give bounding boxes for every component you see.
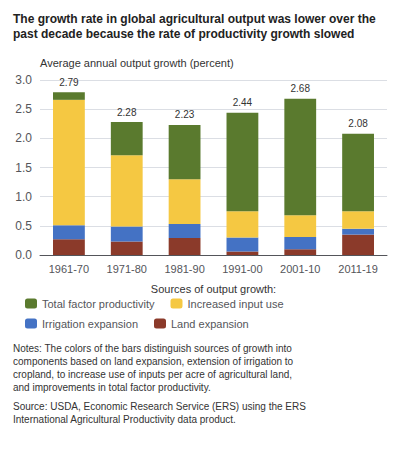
svg-text:2.68: 2.68 bbox=[291, 83, 311, 94]
svg-text:Irrigation expansion: Irrigation expansion bbox=[42, 318, 138, 330]
svg-text:1991-00: 1991-00 bbox=[222, 263, 262, 275]
svg-text:2.08: 2.08 bbox=[348, 118, 368, 129]
svg-text:Average annual output growth (: Average annual output growth (percent) bbox=[40, 57, 234, 69]
svg-text:Source: USDA, Economic Researc: Source: USDA, Economic Research Service … bbox=[13, 401, 309, 412]
svg-text:1981-90: 1981-90 bbox=[164, 263, 204, 275]
svg-text:International Agricultural Pro: International Agricultural Productivity … bbox=[13, 414, 236, 425]
svg-text:1971-80: 1971-80 bbox=[107, 263, 147, 275]
svg-text:2001-10: 2001-10 bbox=[280, 263, 320, 275]
svg-text:The growth rate in global agri: The growth rate in global agricultural o… bbox=[13, 12, 379, 26]
svg-text:cropland, to increase use of i: cropland, to increase use of inputs per … bbox=[13, 369, 295, 380]
svg-text:past decade because the rate o: past decade because the rate of producti… bbox=[13, 27, 354, 41]
svg-text:1.5: 1.5 bbox=[15, 161, 32, 175]
svg-text:2.44: 2.44 bbox=[233, 97, 253, 108]
svg-text:2.5: 2.5 bbox=[15, 102, 32, 116]
svg-text:0.5: 0.5 bbox=[15, 219, 32, 233]
svg-text:1.0: 1.0 bbox=[15, 190, 32, 204]
svg-text:2.23: 2.23 bbox=[175, 109, 195, 120]
svg-text:Increased input use: Increased input use bbox=[187, 298, 283, 310]
svg-text:2011-19: 2011-19 bbox=[338, 263, 378, 275]
svg-text:0.0: 0.0 bbox=[15, 248, 32, 262]
svg-text:components based on land expan: components based on land expansion, exte… bbox=[13, 356, 296, 367]
svg-text:Sources of output growth:: Sources of output growth: bbox=[151, 283, 276, 295]
svg-text:2.28: 2.28 bbox=[117, 107, 137, 118]
svg-text:Notes: The colors of the bars: Notes: The colors of the bars distinguis… bbox=[13, 343, 295, 354]
svg-text:Total factor productivity: Total factor productivity bbox=[42, 298, 155, 310]
svg-text:2.0: 2.0 bbox=[15, 131, 32, 145]
svg-text:3.0: 3.0 bbox=[15, 73, 32, 87]
svg-text:and improvements in total fact: and improvements in total factor product… bbox=[13, 382, 211, 393]
svg-text:Land expansion: Land expansion bbox=[171, 318, 249, 330]
svg-text:1961-70: 1961-70 bbox=[49, 263, 89, 275]
svg-text:2.79: 2.79 bbox=[59, 77, 79, 88]
